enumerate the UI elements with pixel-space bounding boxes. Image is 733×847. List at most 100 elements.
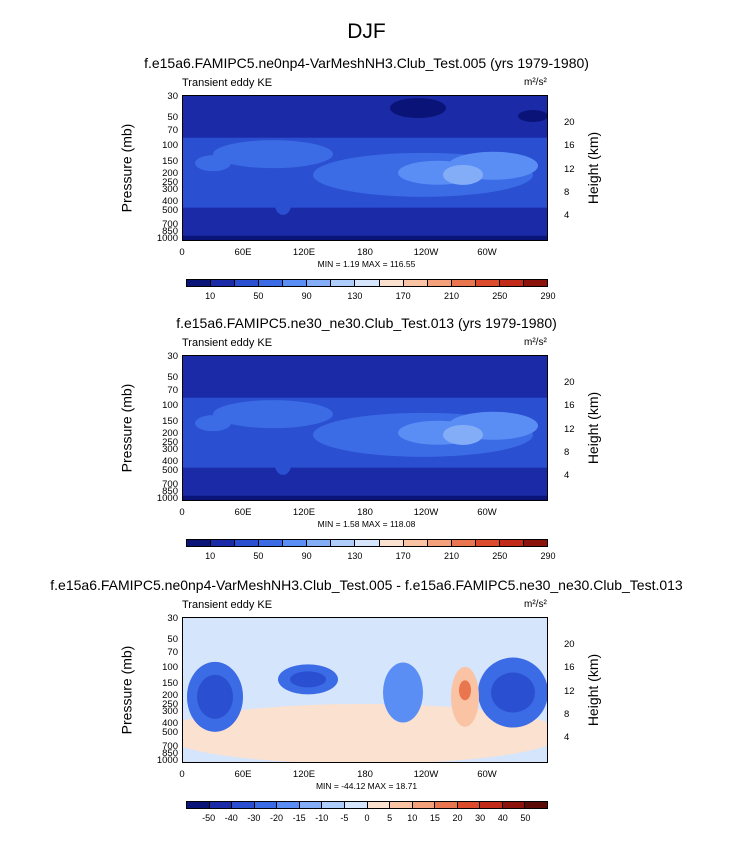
negative-core-a: [197, 674, 233, 719]
colorbar-swatch: [187, 802, 210, 808]
colorbar-swatch: [390, 802, 413, 808]
colorbar-swatch: [331, 540, 356, 546]
boundary-layer: [183, 235, 547, 240]
negative-core-d: [491, 672, 535, 713]
colorbar-swatch: [209, 802, 233, 808]
x-tick-label: 180: [357, 247, 373, 258]
y2-axis-title: Height (km): [585, 391, 602, 465]
colorbar-label: 90: [301, 551, 312, 561]
panel-title: f.e15a6.FAMIPC5.ne0np4-VarMeshNH3.Club_T…: [50, 577, 683, 593]
variable-label: Transient eddy KE: [182, 77, 273, 89]
colorbar-label: 50: [253, 291, 264, 301]
y-tick-label: 700: [162, 740, 178, 752]
upper-band: [183, 96, 547, 133]
colorbar-swatch: [322, 802, 345, 808]
height-tick-label: 4: [564, 209, 570, 221]
colorbar-label: 250: [492, 551, 508, 561]
negative-region-c: [383, 662, 423, 723]
x-tick-label: 0: [179, 507, 185, 518]
colorbar-label: 250: [492, 291, 508, 301]
y-tick-label: 50: [167, 111, 178, 123]
y-tick-label: 250: [162, 176, 178, 188]
y-tick-label: 200: [162, 689, 178, 701]
height-tick-label: 16: [564, 662, 575, 674]
colorbar-swatch: [427, 280, 452, 286]
colorbar-swatch: [499, 280, 524, 286]
y-tick-label: 1000: [156, 755, 178, 766]
y-tick-label: 50: [167, 371, 178, 383]
jet-west: [213, 140, 333, 169]
plot-area: [182, 95, 548, 241]
x-tick-label: 60W: [477, 507, 497, 518]
colorbar-swatch: [523, 540, 547, 546]
height-tick-label: 12: [564, 685, 575, 697]
min-max-stats: MIN = 1.58 MAX = 118.08: [317, 519, 416, 529]
colorbar-swatch: [457, 802, 481, 808]
colorbar-swatch: [235, 540, 260, 546]
chart-panel-2: f.e15a6.FAMIPC5.ne30_ne30.Club_Test.013 …: [0, 315, 733, 585]
colorbar-swatch: [525, 802, 547, 808]
colorbar-label: -50: [202, 813, 216, 823]
negative-core-b: [290, 671, 326, 688]
x-tick-label: 120E: [292, 507, 316, 518]
colorbar: [186, 801, 548, 809]
colorbar-label: 130: [347, 551, 363, 561]
y-tick-label: 400: [162, 717, 178, 729]
y-tick-label: 30: [167, 91, 178, 102]
height-tick-label: 8: [564, 446, 570, 458]
colorbar-label: 210: [443, 551, 459, 561]
colorbar-swatch: [187, 540, 212, 546]
jet-peak: [443, 164, 483, 185]
colorbar-label: -30: [247, 813, 261, 823]
colorbar-swatch: [259, 540, 284, 546]
jet-edge: [195, 415, 231, 432]
height-tick-label: 16: [564, 140, 575, 152]
x-tick-label: 60E: [234, 507, 252, 518]
colorbar-swatch: [475, 280, 500, 286]
y-tick-label: 70: [167, 125, 178, 137]
y-tick-label: 500: [162, 464, 178, 476]
y-tick-label: 50: [167, 633, 178, 645]
y-axis-title: Pressure (mb): [118, 645, 135, 735]
y-tick-label: 250: [162, 436, 178, 448]
y-tick-label: 400: [162, 455, 178, 467]
y-tick-label: 30: [167, 613, 178, 624]
colorbar-swatch: [283, 280, 308, 286]
colorbar-swatch: [412, 802, 436, 808]
colorbar-swatch: [232, 802, 255, 808]
colorbar-swatch: [355, 280, 380, 286]
x-tick-label: 120W: [413, 769, 439, 780]
height-tick-label: 20: [564, 377, 575, 389]
contour-field: [183, 618, 547, 762]
upper-band: [183, 356, 547, 393]
height-tick-label: 8: [564, 186, 570, 198]
y-tick-label: 500: [162, 204, 178, 216]
colorbar-swatch: [331, 280, 356, 286]
chart-panel-1: f.e15a6.FAMIPC5.ne0np4-VarMeshNH3.Club_T…: [0, 55, 733, 325]
x-tick-label: 60E: [234, 247, 252, 258]
height-tick-label: 20: [564, 639, 575, 651]
y-tick-label: 850: [162, 486, 178, 498]
boundary-layer: [183, 495, 547, 500]
colorbar-label: 15: [429, 813, 440, 823]
y-tick-label: 850: [162, 748, 178, 760]
colorbar-swatch: [523, 280, 547, 286]
colorbar-swatch: [235, 280, 260, 286]
main-title: DJF: [347, 20, 386, 43]
min-max-stats: MIN = -44.12 MAX = 18.71: [315, 781, 418, 791]
colorbar-label: 40: [497, 813, 508, 823]
colorbar-swatch: [259, 280, 284, 286]
colorbar-swatch: [211, 540, 236, 546]
min-max-stats: MIN = 1.19 MAX = 116.55: [317, 259, 416, 269]
colorbar-swatch: [367, 802, 391, 808]
y-tick-label: 1000: [156, 233, 178, 244]
stratosphere-min: [390, 98, 446, 118]
colorbar-label: 170: [395, 551, 411, 561]
colorbar-label: 290: [540, 291, 556, 301]
height-tick-label: 16: [564, 400, 575, 412]
x-tick-label: 120W: [413, 247, 439, 258]
x-tick-label: 60W: [477, 247, 497, 258]
colorbar-label: 290: [540, 551, 556, 561]
chart-panel-3: f.e15a6.FAMIPC5.ne0np4-VarMeshNH3.Club_T…: [0, 577, 733, 847]
height-tick-label: 4: [564, 469, 570, 481]
